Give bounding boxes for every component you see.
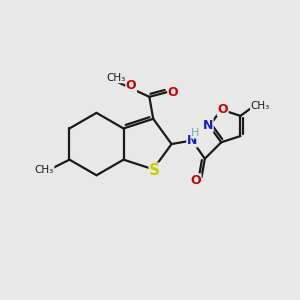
Text: O: O — [126, 79, 136, 92]
Text: O: O — [190, 174, 201, 187]
Text: CH₃: CH₃ — [107, 73, 126, 83]
Text: CH₃: CH₃ — [34, 165, 54, 175]
Text: CH₃: CH₃ — [250, 101, 270, 111]
Text: N: N — [203, 119, 213, 132]
Text: N: N — [187, 134, 197, 147]
Text: O: O — [218, 103, 228, 116]
Text: S: S — [149, 163, 160, 178]
Text: H: H — [191, 128, 199, 138]
Text: O: O — [168, 85, 178, 99]
